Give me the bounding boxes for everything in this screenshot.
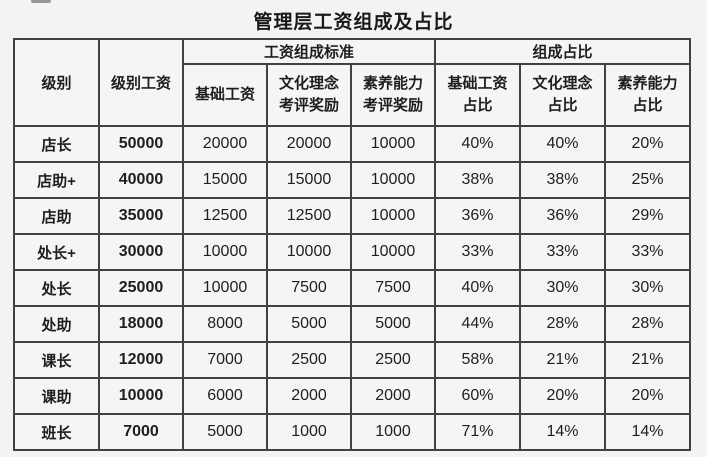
table-row: 课长 12000 7000 2500 2500 58% 21% 21% <box>13 341 691 379</box>
cell-culture-pct: 38% <box>519 161 606 199</box>
cell-culture-pct: 21% <box>519 341 606 379</box>
page-title: 管理层工资组成及占比 <box>253 12 454 33</box>
cell-culture-pct: 14% <box>519 413 606 451</box>
cell-culture-pct: 30% <box>519 269 606 307</box>
cell-base-salary: 5000 <box>182 413 268 451</box>
cell-quality-reward: 10000 <box>350 233 436 271</box>
cell-culture-pct: 20% <box>519 377 606 415</box>
table-row: 店长 50000 20000 20000 10000 40% 40% 20% <box>13 125 691 163</box>
cell-culture-reward: 5000 <box>266 305 352 343</box>
cell-level: 店助 <box>13 197 100 235</box>
cell-culture-reward: 15000 <box>266 161 352 199</box>
cell-culture-reward: 20000 <box>266 125 352 163</box>
cell-base-pct: 40% <box>434 125 521 163</box>
cell-culture-reward: 2000 <box>266 377 352 415</box>
table-row: 店助+ 40000 15000 15000 10000 38% 38% 25% <box>13 161 691 199</box>
table-row: 课助 10000 6000 2000 2000 60% 20% 20% <box>13 377 691 415</box>
table-row: 处长+ 30000 10000 10000 10000 33% 33% 33% <box>13 233 691 271</box>
cell-quality-pct: 29% <box>604 197 691 235</box>
cell-level-salary: 12000 <box>98 341 184 379</box>
cell-quality-reward: 5000 <box>350 305 436 343</box>
cell-level-salary: 7000 <box>98 413 184 451</box>
cell-quality-pct: 25% <box>604 161 691 199</box>
cell-base-pct: 38% <box>434 161 521 199</box>
col-header-base-salary: 基础工资 <box>182 63 268 127</box>
cell-culture-reward: 1000 <box>266 413 352 451</box>
cell-quality-reward: 1000 <box>350 413 436 451</box>
cell-quality-pct: 33% <box>604 233 691 271</box>
cell-base-salary: 8000 <box>182 305 268 343</box>
cell-quality-reward: 7500 <box>350 269 436 307</box>
table-row: 处长 25000 10000 7500 7500 40% 30% 30% <box>13 269 691 307</box>
col-group-composition-standard: 工资组成标准 <box>182 38 436 65</box>
cell-culture-pct: 28% <box>519 305 606 343</box>
col-header-culture-pct: 文化理念 占比 <box>519 63 606 127</box>
cell-base-salary: 20000 <box>182 125 268 163</box>
cell-quality-pct: 21% <box>604 341 691 379</box>
col-header-level-salary: 级别工资 <box>98 38 184 127</box>
col-header-quality-reward: 素养能力 考评奖励 <box>350 63 436 127</box>
cell-level-salary: 50000 <box>98 125 184 163</box>
table-subheader-row: 基础工资 文化理念 考评奖励 素养能力 考评奖励 基础工资 占比 文化理念 占比… <box>14 63 691 127</box>
cell-level-salary: 25000 <box>98 269 184 307</box>
cell-culture-reward: 10000 <box>266 233 352 271</box>
cell-base-pct: 44% <box>434 305 521 343</box>
cell-quality-reward: 2500 <box>350 341 436 379</box>
cell-base-pct: 71% <box>434 413 521 451</box>
table-header-row: 级别 级别工资 工资组成标准 组成占比 <box>13 38 691 127</box>
cell-level: 课长 <box>13 341 100 379</box>
cell-level: 处长 <box>13 269 100 307</box>
col-header-level: 级别 <box>13 38 100 127</box>
cell-quality-pct: 30% <box>604 269 691 307</box>
cell-level-salary: 35000 <box>98 197 184 235</box>
cell-base-pct: 40% <box>434 269 521 307</box>
cell-base-salary: 10000 <box>182 269 268 307</box>
cell-base-pct: 58% <box>434 341 521 379</box>
cell-level: 店长 <box>13 125 100 163</box>
cell-culture-pct: 36% <box>519 197 606 235</box>
cell-base-pct: 33% <box>434 233 521 271</box>
cell-quality-reward: 10000 <box>350 161 436 199</box>
cell-quality-pct: 20% <box>604 377 691 415</box>
table-row: 店助 35000 12500 12500 10000 36% 36% 29% <box>13 197 691 235</box>
cell-base-salary: 12500 <box>182 197 268 235</box>
cell-culture-pct: 40% <box>519 125 606 163</box>
col-header-culture-reward: 文化理念 考评奖励 <box>266 63 352 127</box>
video-artifact <box>31 0 51 3</box>
cell-quality-reward: 10000 <box>350 125 436 163</box>
cell-level: 处助 <box>13 305 100 343</box>
cell-base-pct: 60% <box>434 377 521 415</box>
cell-culture-reward: 12500 <box>266 197 352 235</box>
table-row: 班长 7000 5000 1000 1000 71% 14% 14% <box>13 413 691 451</box>
table-row: 处助 18000 8000 5000 5000 44% 28% 28% <box>13 305 691 343</box>
cell-base-salary: 6000 <box>182 377 268 415</box>
cell-base-pct: 36% <box>434 197 521 235</box>
cell-level-salary: 10000 <box>98 377 184 415</box>
cell-quality-pct: 20% <box>604 125 691 163</box>
cell-quality-reward: 2000 <box>350 377 436 415</box>
cell-level-salary: 30000 <box>98 233 184 271</box>
cell-culture-reward: 7500 <box>266 269 352 307</box>
cell-base-salary: 7000 <box>182 341 268 379</box>
cell-culture-pct: 33% <box>519 233 606 271</box>
col-header-base-pct: 基础工资 占比 <box>434 63 521 127</box>
salary-table: 级别 级别工资 工资组成标准 组成占比 基础工资 文化理念 考评奖励 素养能力 … <box>13 38 691 451</box>
cell-quality-pct: 28% <box>604 305 691 343</box>
cell-quality-reward: 10000 <box>350 197 436 235</box>
cell-level: 班长 <box>13 413 100 451</box>
cell-base-salary: 10000 <box>182 233 268 271</box>
cell-base-salary: 15000 <box>182 161 268 199</box>
cell-level: 店助+ <box>13 161 100 199</box>
col-header-quality-pct: 素养能力 占比 <box>604 63 691 127</box>
cell-level-salary: 18000 <box>98 305 184 343</box>
cell-level-salary: 40000 <box>98 161 184 199</box>
cell-culture-reward: 2500 <box>266 341 352 379</box>
col-group-composition-proportion: 组成占比 <box>434 38 691 65</box>
cell-level: 课助 <box>13 377 100 415</box>
cell-level: 处长+ <box>13 233 100 271</box>
cell-quality-pct: 14% <box>604 413 691 451</box>
